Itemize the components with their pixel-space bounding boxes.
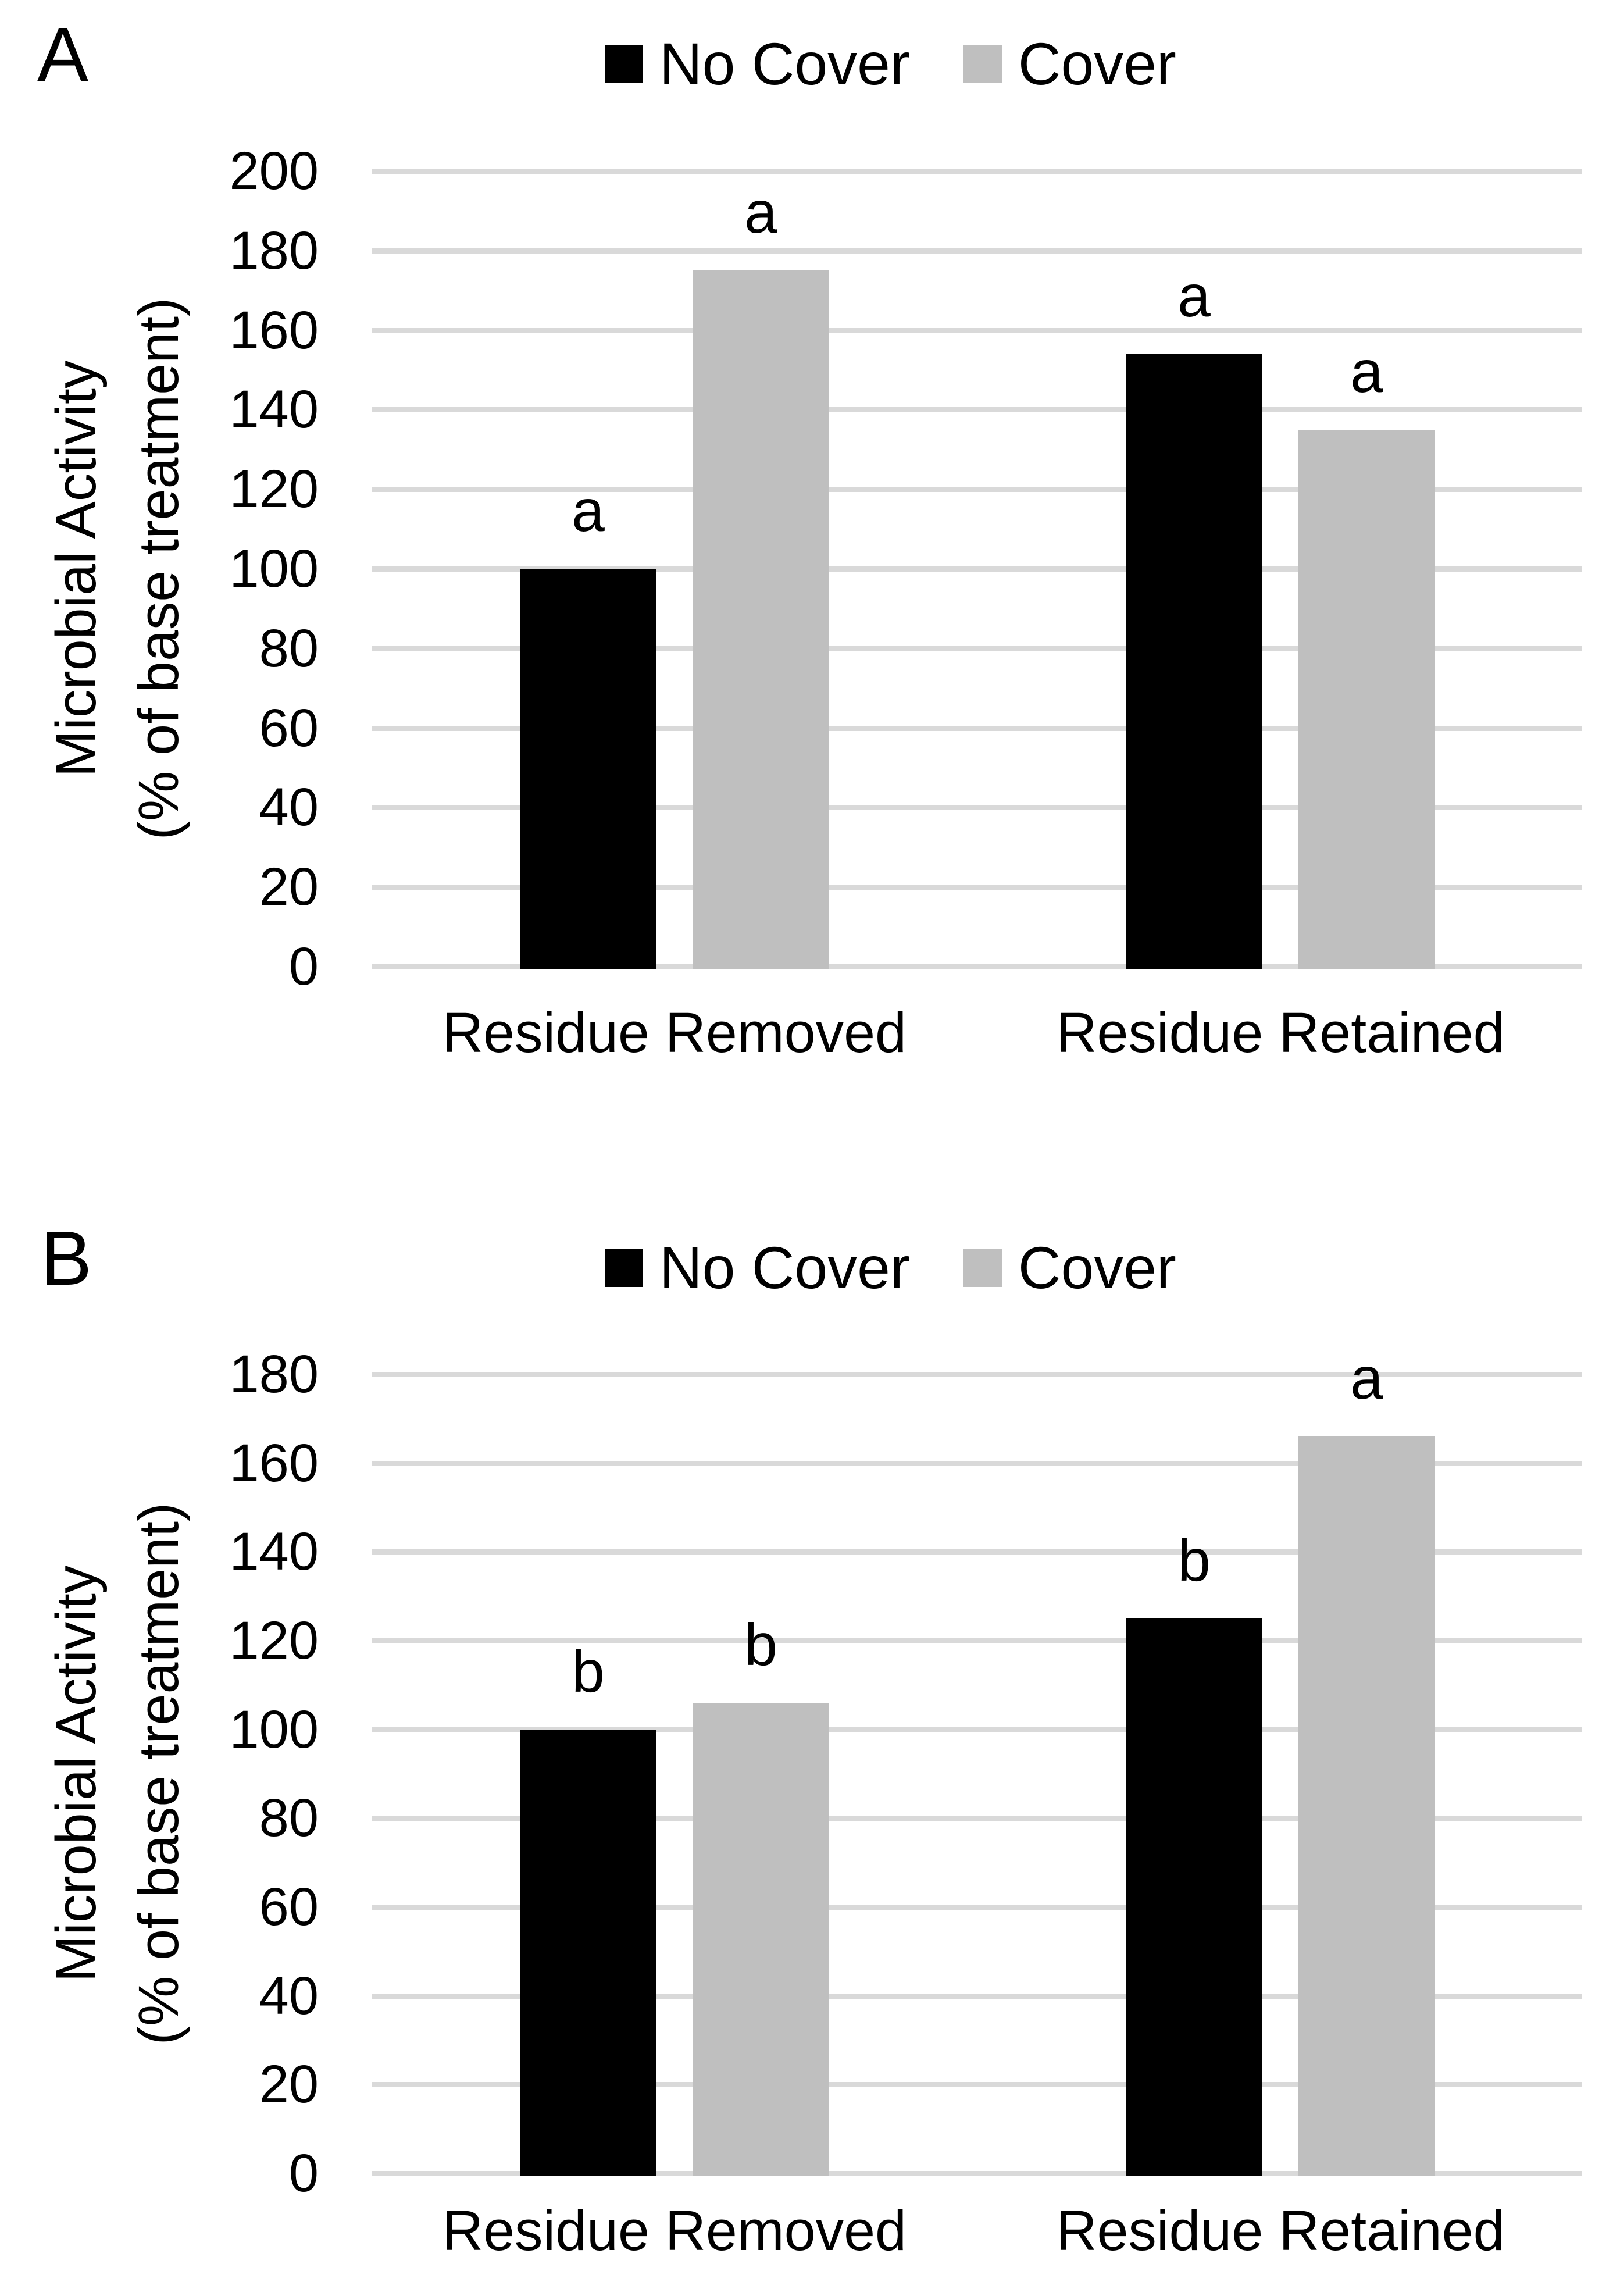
y-tick-label: 60	[259, 1877, 319, 1937]
legend-swatch-no-cover	[605, 1249, 643, 1287]
significance-letter: a	[744, 179, 777, 245]
y-tick-label: 60	[259, 698, 319, 758]
x-category-label-residue-retained: Residue Retained	[1056, 1001, 1505, 1064]
bar-no-cover-residue-removed	[520, 1729, 656, 2176]
legend-swatch-cover	[963, 45, 1002, 83]
gridline-y140	[372, 1549, 1582, 1555]
legend-label-no-cover: No Cover	[659, 1235, 910, 1301]
significance-letter: a	[572, 477, 605, 544]
gridline-y60	[372, 725, 1582, 731]
y-tick-label: 140	[229, 380, 319, 440]
y-tick-label: 20	[259, 2055, 319, 2115]
y-tick-label: 0	[288, 2144, 319, 2203]
gridline-y60	[372, 1905, 1582, 1910]
bar-no-cover-residue-removed	[520, 569, 656, 969]
gridline-y100	[372, 566, 1582, 572]
y-tick-label: 100	[229, 539, 319, 598]
significance-letter: b	[744, 1611, 777, 1678]
significance-letter: b	[1177, 1527, 1211, 1593]
legend-panel-a: No Cover Cover	[605, 23, 1176, 105]
y-tick-label: 20	[259, 857, 319, 917]
gridline-y180	[372, 248, 1582, 254]
legend-swatch-no-cover	[605, 45, 643, 83]
panel-a-label: A	[37, 12, 89, 97]
bar-no-cover-residue-retained	[1126, 1618, 1262, 2176]
gridline-y200	[372, 169, 1582, 174]
bar-no-cover-residue-retained	[1126, 354, 1262, 969]
gridline-y0	[372, 964, 1582, 969]
gridline-y80	[372, 1816, 1582, 1821]
gridline-y80	[372, 646, 1582, 651]
y-tick-label: 180	[229, 220, 319, 280]
gridline-y100	[372, 1727, 1582, 1732]
x-category-label-residue-removed: Residue Removed	[442, 2199, 907, 2262]
gridline-y160	[372, 327, 1582, 333]
bar-cover-residue-retained	[1298, 429, 1435, 969]
x-category-label-residue-retained: Residue Retained	[1056, 2199, 1505, 2262]
gridline-y40	[372, 1993, 1582, 1999]
panel-b-label: B	[41, 1215, 92, 1301]
y-tick-label: 80	[259, 618, 319, 678]
gridline-y20	[372, 2082, 1582, 2088]
significance-letter: b	[572, 1638, 605, 1705]
gridline-y180	[372, 1372, 1582, 1377]
legend-label-cover: Cover	[1018, 1235, 1176, 1301]
bar-cover-residue-retained	[1298, 1436, 1435, 2176]
legend-label-no-cover: No Cover	[659, 31, 910, 97]
y-tick-label: 200	[229, 141, 319, 201]
gridline-y20	[372, 885, 1582, 890]
y-tick-label: 80	[259, 1788, 319, 1848]
y-tick-label: 140	[229, 1522, 319, 1582]
y-tick-label: 180	[229, 1345, 319, 1404]
bar-cover-residue-removed	[693, 1702, 829, 2176]
y-tick-label: 120	[229, 1611, 319, 1670]
y-tick-label: 120	[229, 459, 319, 519]
significance-letter: a	[1350, 338, 1383, 405]
x-category-label-residue-removed: Residue Removed	[442, 1001, 907, 1064]
gridline-y0	[372, 2171, 1582, 2176]
gridline-y40	[372, 805, 1582, 811]
y-tick-label: 0	[288, 937, 319, 996]
y-tick-label: 40	[259, 778, 319, 837]
gridline-y140	[372, 407, 1582, 413]
legend-swatch-cover	[963, 1249, 1002, 1287]
y-tick-label: 100	[229, 1699, 319, 1759]
bar-cover-residue-removed	[693, 270, 829, 969]
significance-letter: a	[1177, 262, 1211, 329]
legend-label-cover: Cover	[1018, 31, 1176, 97]
significance-letter: a	[1350, 1345, 1383, 1411]
gridline-y120	[372, 487, 1582, 493]
y-tick-label: 160	[229, 300, 319, 360]
gridline-y160	[372, 1460, 1582, 1466]
y-tick-label: 40	[259, 1966, 319, 2026]
y-axis-title-line1: Microbial Activity	[44, 1565, 108, 1983]
y-tick-label: 160	[229, 1433, 319, 1493]
gridline-y120	[372, 1638, 1582, 1643]
legend-panel-b: No Cover Cover	[605, 1227, 1176, 1309]
